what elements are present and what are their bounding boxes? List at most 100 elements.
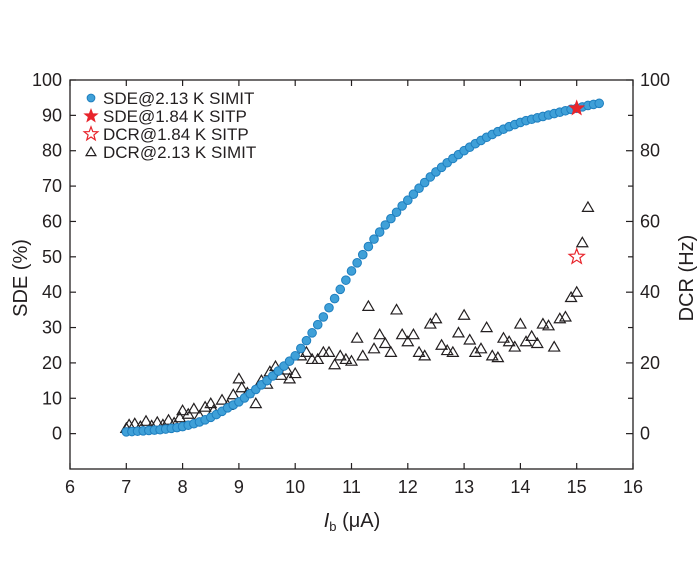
point-dcr-2-13-k-simit xyxy=(491,351,505,363)
point-dcr-2-13-k-simit xyxy=(350,331,364,343)
point-sde-2-13-k-simit xyxy=(414,183,424,194)
point-sde-2-13-k-simit xyxy=(403,195,413,206)
point-dcr-2-13-k-simit xyxy=(570,285,584,297)
point-dcr-2-13-k-simit xyxy=(328,358,342,370)
point-sde-2-13-k-simit xyxy=(296,343,306,354)
point-dcr-2-13-k-simit xyxy=(530,336,544,349)
y-tick-label: 0 xyxy=(52,424,62,444)
point-dcr-2-13-k-simit xyxy=(412,345,426,357)
point-dcr-2-13-k-simit xyxy=(249,396,263,409)
point-dcr-2-13-k-simit xyxy=(395,328,409,340)
point-dcr-2-13-k-simit xyxy=(474,342,488,354)
point-dcr-2-13-k-simit xyxy=(542,319,556,331)
y2-tick-label: 20 xyxy=(640,353,660,373)
point-dcr-2-13-k-simit xyxy=(463,333,477,345)
point-dcr-2-13-k-simit xyxy=(480,320,494,333)
x-tick-label: 9 xyxy=(234,477,244,497)
point-dcr-2-13-k-simit xyxy=(173,411,187,423)
x-tick-label: 15 xyxy=(567,477,587,497)
y2-tick-label: 100 xyxy=(640,70,670,90)
point-dcr-2-13-k-simit xyxy=(508,340,522,352)
x-tick-label: 6 xyxy=(65,477,75,497)
point-dcr-2-13-k-simit xyxy=(418,349,432,361)
x-axis-label-unit: (μA) xyxy=(337,510,381,532)
point-dcr-2-13-k-simit xyxy=(429,312,443,324)
y-tick-label: 50 xyxy=(42,247,62,267)
point-sde-2-13-k-simit xyxy=(419,177,430,188)
point-dcr-2-13-k-simit xyxy=(536,317,550,329)
point-sde-2-13-k-simit xyxy=(346,266,357,276)
x-tick-label: 7 xyxy=(121,477,131,497)
point-dcr-2-13-k-simit xyxy=(581,200,595,212)
point-dcr-2-13-k-simit xyxy=(468,345,482,357)
point-sde-2-13-k-simit xyxy=(290,351,301,361)
x-tick-label: 8 xyxy=(178,477,188,497)
point-dcr-2-13-k-simit xyxy=(235,381,249,393)
point-dcr-2-13-k-simit xyxy=(496,331,511,343)
y-tick-label: 80 xyxy=(42,141,62,161)
x-tick-label: 12 xyxy=(398,477,418,497)
point-dcr-2-13-k-simit xyxy=(446,345,460,357)
axes: 6 7 8 9 10 11 12 13 14 15 16 0 10 20 30 40 50 60 70 80 90 100… xyxy=(32,70,670,497)
point-dcr-2-13-k-simit xyxy=(384,345,398,357)
x-tick-label: 11 xyxy=(342,477,361,497)
point-sde-2-13-k-simit xyxy=(369,234,379,244)
y-tick-label: 20 xyxy=(42,353,62,373)
x-tick-label: 13 xyxy=(454,477,474,497)
x-axis-label: Ib (μA) xyxy=(324,510,381,534)
point-dcr-2-13-k-simit xyxy=(513,317,527,329)
point-dcr-2-13-k-simit xyxy=(457,308,471,320)
y-axis-label: SDE (%) xyxy=(10,239,32,317)
point-dcr-2-13-k-simit xyxy=(451,326,466,338)
point-sde-2-13-k-simit xyxy=(312,319,323,330)
point-dcr-2-13-k-simit xyxy=(401,335,415,347)
point-dcr-2-13-k-simit xyxy=(311,352,325,365)
point-sde-1-84-k-sitp xyxy=(568,99,586,116)
point-sde-2-13-k-simit xyxy=(408,189,419,200)
y2-tick-label: 40 xyxy=(640,282,660,302)
point-sde-2-13-k-simit xyxy=(397,201,407,211)
point-sde-2-13-k-simit xyxy=(374,227,385,237)
point-dcr-2-13-k-simit xyxy=(187,402,201,414)
point-dcr-2-13-k-simit xyxy=(333,349,347,361)
point-dcr-2-13-k-simit xyxy=(339,352,353,365)
legend-marker xyxy=(85,145,97,157)
data-marks xyxy=(119,98,605,437)
y2-tick-label: 80 xyxy=(640,141,660,161)
point-sde-2-13-k-simit xyxy=(307,328,317,338)
point-dcr-2-13-k-simit xyxy=(547,340,561,352)
legend-label: DCR@2.13 K SIMIT xyxy=(103,143,256,162)
y-tick-label: 10 xyxy=(42,388,62,408)
y-tick-label: 90 xyxy=(42,105,62,125)
y-tick-label: 30 xyxy=(42,318,62,338)
point-dcr-2-13-k-simit xyxy=(406,328,420,340)
x-tick-label: 16 xyxy=(623,477,643,497)
point-dcr-2-13-k-simit xyxy=(485,349,499,361)
legend-label: DCR@1.84 K SITP xyxy=(103,125,249,144)
y-tick-label: 70 xyxy=(42,176,62,196)
y-tick-label: 60 xyxy=(42,211,62,231)
point-sde-2-13-k-simit xyxy=(357,249,368,260)
point-dcr-2-13-k-simit xyxy=(176,404,190,416)
point-sde-2-13-k-simit xyxy=(318,312,329,322)
point-sde-2-13-k-simit xyxy=(391,207,402,218)
point-dcr-2-13-k-simit xyxy=(553,312,567,324)
point-sde-2-13-k-simit xyxy=(335,284,346,295)
point-dcr-2-13-k-simit xyxy=(322,345,336,357)
point-dcr-2-13-k-simit xyxy=(525,329,539,342)
point-dcr-2-13-k-simit xyxy=(575,236,589,248)
point-sde-2-13-k-simit xyxy=(386,213,396,224)
x-axis-label-sub: b xyxy=(329,519,336,534)
point-dcr-2-13-k-simit xyxy=(558,310,572,322)
point-dcr-2-13-k-simit xyxy=(344,354,359,366)
x-tick-label: 14 xyxy=(510,477,530,497)
point-dcr-2-13-k-simit xyxy=(226,388,240,400)
point-dcr-2-13-k-simit xyxy=(502,335,516,347)
point-dcr-1-84-k-sitp xyxy=(567,247,586,265)
y2-tick-label: 60 xyxy=(640,211,660,231)
point-sde-2-13-k-simit xyxy=(594,98,605,109)
point-sde-2-13-k-simit xyxy=(301,335,312,346)
point-dcr-2-13-k-simit xyxy=(215,393,229,405)
